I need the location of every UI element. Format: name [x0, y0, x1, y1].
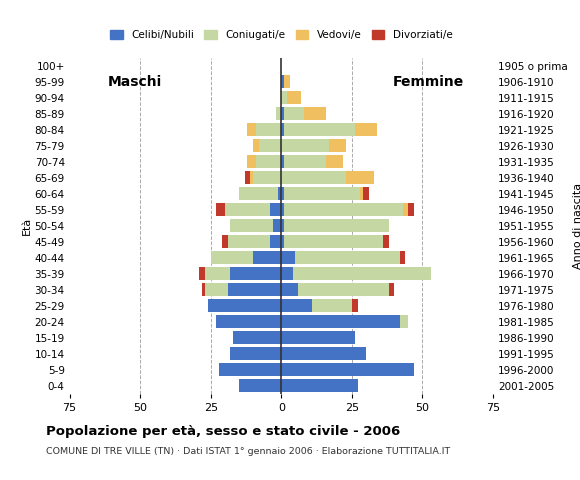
- Bar: [228, 235, 270, 248]
- Bar: [216, 203, 225, 216]
- Bar: [284, 107, 304, 120]
- Bar: [389, 283, 394, 296]
- Bar: [346, 171, 375, 184]
- Bar: [284, 235, 383, 248]
- Bar: [253, 251, 281, 264]
- Bar: [230, 347, 281, 360]
- Bar: [228, 283, 281, 296]
- Bar: [281, 139, 329, 152]
- Bar: [233, 331, 281, 344]
- Bar: [284, 203, 403, 216]
- Bar: [281, 267, 292, 280]
- Bar: [352, 299, 357, 312]
- Bar: [284, 123, 355, 136]
- Bar: [281, 75, 284, 88]
- Bar: [281, 187, 284, 200]
- Bar: [281, 107, 284, 120]
- Bar: [250, 171, 253, 184]
- Bar: [355, 123, 377, 136]
- Bar: [276, 107, 281, 120]
- Text: Popolazione per età, sesso e stato civile - 2006: Popolazione per età, sesso e stato civil…: [46, 425, 401, 438]
- Y-axis label: Età: Età: [21, 216, 32, 235]
- Bar: [253, 139, 259, 152]
- Bar: [281, 171, 346, 184]
- Bar: [281, 379, 357, 392]
- Legend: Celibi/Nubili, Coniugati/e, Vedovi/e, Divorziati/e: Celibi/Nubili, Coniugati/e, Vedovi/e, Di…: [106, 26, 456, 44]
- Bar: [256, 123, 281, 136]
- Bar: [230, 219, 273, 232]
- Bar: [304, 107, 327, 120]
- Bar: [281, 251, 295, 264]
- Bar: [270, 235, 281, 248]
- Bar: [298, 283, 389, 296]
- Text: COMUNE DI TRE VILLE (TN) · Dati ISTAT 1° gennaio 2006 · Elaborazione TUTTITALIA.: COMUNE DI TRE VILLE (TN) · Dati ISTAT 1°…: [46, 447, 451, 456]
- Bar: [230, 267, 281, 280]
- Bar: [287, 91, 301, 104]
- Bar: [281, 155, 284, 168]
- Bar: [281, 219, 284, 232]
- Bar: [200, 267, 205, 280]
- Bar: [270, 203, 281, 216]
- Bar: [281, 283, 298, 296]
- Bar: [400, 251, 405, 264]
- Bar: [400, 315, 408, 328]
- Bar: [205, 283, 228, 296]
- Bar: [278, 187, 281, 200]
- Bar: [281, 363, 414, 376]
- Bar: [408, 203, 414, 216]
- Bar: [273, 219, 281, 232]
- Bar: [281, 331, 355, 344]
- Bar: [360, 187, 363, 200]
- Bar: [256, 155, 281, 168]
- Bar: [222, 235, 228, 248]
- Bar: [313, 299, 352, 312]
- Bar: [363, 187, 369, 200]
- Bar: [383, 235, 389, 248]
- Bar: [295, 251, 400, 264]
- Bar: [239, 187, 278, 200]
- Bar: [219, 363, 281, 376]
- Bar: [205, 267, 230, 280]
- Bar: [202, 283, 205, 296]
- Bar: [248, 155, 256, 168]
- Bar: [225, 203, 270, 216]
- Bar: [281, 315, 400, 328]
- Bar: [403, 203, 408, 216]
- Bar: [284, 219, 389, 232]
- Bar: [239, 379, 281, 392]
- Bar: [216, 315, 281, 328]
- Bar: [327, 155, 343, 168]
- Bar: [248, 123, 256, 136]
- Text: Femmine: Femmine: [393, 74, 463, 89]
- Bar: [245, 171, 250, 184]
- Bar: [284, 187, 360, 200]
- Bar: [292, 267, 431, 280]
- Bar: [208, 299, 281, 312]
- Text: Maschi: Maschi: [107, 74, 162, 89]
- Bar: [281, 203, 284, 216]
- Bar: [281, 299, 313, 312]
- Bar: [284, 155, 327, 168]
- Bar: [281, 235, 284, 248]
- Y-axis label: Anno di nascita: Anno di nascita: [573, 182, 580, 269]
- Bar: [281, 347, 366, 360]
- Bar: [211, 251, 253, 264]
- Bar: [253, 171, 281, 184]
- Bar: [281, 123, 284, 136]
- Bar: [329, 139, 346, 152]
- Bar: [284, 75, 290, 88]
- Bar: [281, 91, 287, 104]
- Bar: [259, 139, 281, 152]
